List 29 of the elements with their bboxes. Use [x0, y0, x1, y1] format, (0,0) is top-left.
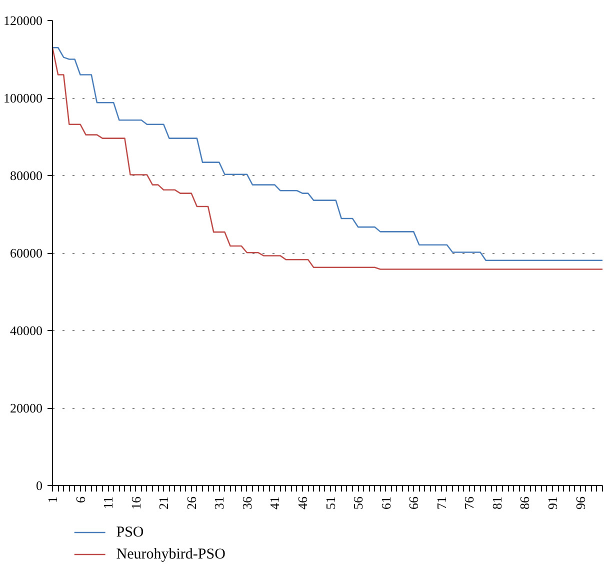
- x-tick-label: 96: [572, 496, 588, 510]
- x-tick-label: 6: [72, 496, 88, 503]
- x-tick-label: 1: [45, 496, 60, 503]
- legend-label: PSO: [116, 524, 144, 540]
- x-tick-label: 26: [184, 496, 199, 510]
- y-tick-label: 120000: [4, 13, 42, 28]
- x-tick-label: 81: [489, 496, 504, 510]
- x-tick-label: 46: [295, 496, 310, 510]
- x-tick-label: 86: [517, 496, 532, 510]
- legend-label: Neurohybird-PSO: [116, 546, 226, 562]
- x-tick-label: 76: [462, 496, 477, 510]
- y-tick-label: 100000: [4, 90, 42, 106]
- y-tick-label: 20000: [10, 400, 42, 416]
- x-tick-label: 36: [239, 496, 254, 510]
- x-tick-label: 91: [545, 496, 560, 510]
- x-tick-label: 41: [267, 496, 282, 510]
- y-tick-label: 0: [36, 478, 42, 493]
- x-tick-label: 31: [212, 496, 227, 510]
- x-tick-label: 11: [100, 496, 116, 510]
- x-tick-label: 61: [378, 496, 394, 510]
- x-tick-label: 71: [434, 496, 449, 510]
- x-tick-label: 51: [322, 496, 338, 510]
- x-tick-label: 56: [350, 496, 366, 510]
- x-tick-label: 16: [128, 496, 144, 510]
- y-tick-label: 80000: [10, 168, 42, 183]
- x-tick-label: 66: [406, 496, 422, 510]
- y-tick-label: 60000: [10, 246, 42, 260]
- x-tick-label: 21: [156, 496, 172, 510]
- y-tick-label: 40000: [10, 323, 42, 338]
